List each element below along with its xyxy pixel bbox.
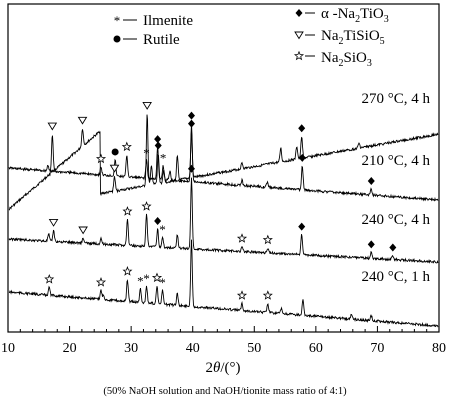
series-label: 210 °C, 4 h bbox=[361, 153, 430, 169]
star-marker bbox=[236, 233, 248, 243]
triangle-down-marker bbox=[109, 164, 120, 173]
x-tick-label: 30 bbox=[124, 341, 138, 356]
triangle-down-legend-icon bbox=[294, 31, 304, 40]
diamond-marker bbox=[367, 240, 375, 249]
legend-label: Na2SiO3 bbox=[321, 50, 372, 69]
asterisk-legend-icon: * bbox=[114, 13, 121, 28]
star-marker bbox=[236, 290, 248, 300]
legend: * Ilmenite Rutile α -Na2TiO3 Na2TiSiO5 Na2SiO… bbox=[113, 6, 389, 69]
x-tick-label: 10 bbox=[1, 341, 15, 356]
asterisk-marker: * bbox=[143, 271, 150, 286]
star-marker bbox=[95, 153, 107, 164]
triangle-down-marker bbox=[48, 218, 59, 227]
diamond-marker bbox=[154, 135, 162, 144]
diamond-marker bbox=[154, 216, 162, 225]
star-marker bbox=[122, 266, 133, 276]
diamond-marker bbox=[187, 111, 195, 120]
phase-markers: * *** * * bbox=[44, 102, 397, 300]
pattern-line-3 bbox=[8, 177, 439, 264]
triangle-down-marker bbox=[142, 102, 152, 110]
asterisk-marker: * bbox=[143, 145, 150, 160]
star-marker bbox=[95, 276, 107, 287]
caption: (50% NaOH solution and NaOH/tionite mass… bbox=[103, 386, 347, 397]
star-marker bbox=[44, 273, 55, 284]
pattern-line-4 bbox=[8, 239, 439, 328]
asterisk-marker: * bbox=[160, 151, 167, 166]
diamond-marker bbox=[367, 176, 375, 185]
x-axis-ticks bbox=[7, 326, 440, 332]
asterisk-marker: * bbox=[159, 222, 166, 237]
diamond-marker bbox=[187, 119, 195, 128]
pattern-line-1 bbox=[8, 114, 439, 211]
x-tick-label: 70 bbox=[370, 341, 384, 356]
x-tick-label: 50 bbox=[247, 341, 261, 356]
asterisk-marker: * bbox=[159, 275, 166, 290]
legend-label: α -Na2TiO3 bbox=[321, 6, 389, 25]
asterisk-marker: * bbox=[137, 273, 144, 288]
x-axis-tick-labels: 10 20 30 40 50 60 70 80 bbox=[1, 341, 446, 356]
x-axis-label: 2θ/(°) bbox=[205, 360, 240, 376]
series-label: 240 °C, 4 h bbox=[361, 212, 430, 228]
diamond-marker bbox=[298, 222, 306, 231]
star-marker bbox=[262, 234, 273, 245]
x-tick-label: 40 bbox=[186, 341, 200, 356]
plot-frame bbox=[7, 3, 440, 333]
star-legend-icon bbox=[293, 50, 305, 61]
legend-label: Na2TiSiO5 bbox=[321, 28, 385, 47]
circle-marker bbox=[111, 148, 119, 156]
diamond-marker bbox=[187, 164, 195, 173]
triangle-down-marker bbox=[77, 116, 88, 125]
triangle-down-marker bbox=[47, 122, 58, 131]
diamond-marker bbox=[298, 124, 306, 133]
star-marker bbox=[122, 206, 133, 216]
diamond-marker bbox=[298, 153, 306, 162]
star-marker bbox=[141, 201, 152, 211]
star-marker bbox=[151, 272, 163, 283]
triangle-down-marker bbox=[78, 226, 88, 235]
pattern-line-2 bbox=[8, 123, 439, 202]
series-label: 270 °C, 4 h bbox=[361, 91, 430, 107]
legend-label: Rutile bbox=[143, 32, 180, 48]
diamond-marker bbox=[389, 243, 397, 252]
diamond-legend-icon bbox=[295, 9, 303, 17]
series-label: 240 °C, 1 h bbox=[361, 269, 430, 285]
circle-legend-icon bbox=[113, 35, 121, 43]
series-labels: 270 °C, 4 h 210 °C, 4 h 240 °C, 4 h 240 °C,… bbox=[361, 91, 430, 285]
x-tick-label: 60 bbox=[309, 341, 323, 356]
star-marker bbox=[121, 141, 132, 152]
x-tick-label: 80 bbox=[432, 341, 446, 356]
diffraction-patterns bbox=[8, 114, 439, 328]
x-tick-label: 20 bbox=[63, 341, 77, 356]
star-marker bbox=[262, 290, 273, 300]
diamond-marker bbox=[154, 141, 162, 150]
legend-label: Ilmenite bbox=[143, 13, 193, 29]
